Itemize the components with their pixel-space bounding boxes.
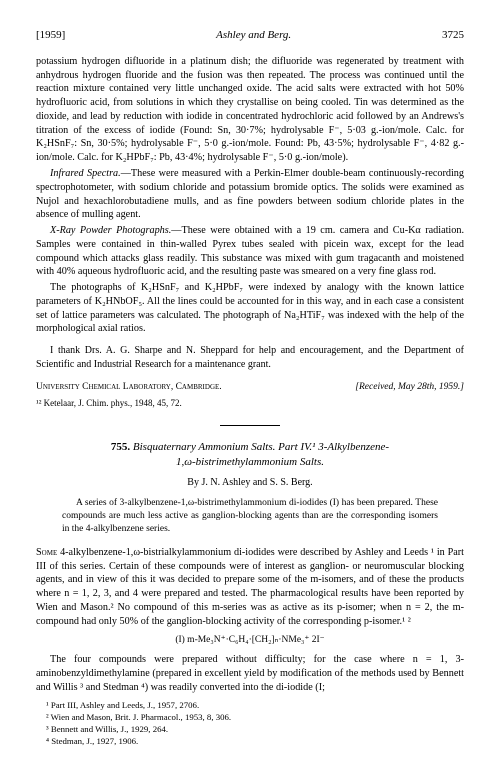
section-head-infrared: Infrared Spectra. bbox=[50, 168, 121, 179]
footnotes: ¹ Part III, Ashley and Leeds, J., 1957, … bbox=[36, 700, 464, 748]
abstract: A series of 3-alkylbenzene-1,ω-bistrimet… bbox=[62, 497, 438, 535]
body1-text: 4-alkylbenzene-1,ω-bistrialkylammonium d… bbox=[36, 547, 464, 627]
byline: By J. N. Ashley and S. S. Berg. bbox=[36, 476, 464, 490]
reference-12: ¹² Ketelaar, J. Chim. phys., 1948, 45, 7… bbox=[36, 397, 464, 409]
structural-formula: (I) m-Me₃N⁺·C₆H₄·[CH₂]ₙ·NMe₃⁺ 2I⁻ bbox=[36, 634, 464, 647]
article-title: 755. Bisquaternary Ammonium Salts. Part … bbox=[52, 440, 448, 470]
article-number: 755. bbox=[111, 441, 130, 453]
footnote-3: ³ Bennett and Willis, J., 1929, 264. bbox=[36, 724, 464, 736]
xray-paragraph: X-Ray Powder Photographs.—These were obt… bbox=[36, 224, 464, 279]
page: [1959] Ashley and Berg. 3725 potassium h… bbox=[0, 0, 500, 768]
article-divider bbox=[220, 425, 280, 426]
section-head-xray: X-Ray Powder Photographs. bbox=[50, 225, 171, 236]
footnote-2: ² Wien and Mason, Brit. J. Pharmacol., 1… bbox=[36, 712, 464, 724]
continuation-paragraph: potassium hydrogen difluoride in a plati… bbox=[36, 55, 464, 165]
footnote-4: ⁴ Stedman, J., 1927, 1906. bbox=[36, 736, 464, 748]
article-title-line2: 1,ω-bistrimethylammonium Salts. bbox=[176, 456, 324, 468]
lead-word: Some bbox=[36, 547, 57, 558]
header-authors: Ashley and Berg. bbox=[65, 28, 442, 43]
affiliation: University Chemical Laboratory, Cambridg… bbox=[36, 381, 222, 394]
article-body-1: Some 4-alkylbenzene-1,ω-bistrialkylammon… bbox=[36, 546, 464, 629]
affiliation-row: University Chemical Laboratory, Cambridg… bbox=[36, 381, 464, 394]
acknowledgement: I thank Drs. A. G. Sharpe and N. Sheppar… bbox=[36, 344, 464, 371]
footnote-1: ¹ Part III, Ashley and Leeds, J., 1957, … bbox=[36, 700, 464, 712]
photographs-paragraph: The photographs of K₂HSnF₇ and K₂HPbF₇ w… bbox=[36, 281, 464, 336]
header-year: [1959] bbox=[36, 28, 65, 43]
article-body-2: The four compounds were prepared without… bbox=[36, 653, 464, 694]
header-page-number: 3725 bbox=[442, 28, 464, 43]
infrared-spectra-paragraph: Infrared Spectra.—These were measured wi… bbox=[36, 167, 464, 222]
running-header: [1959] Ashley and Berg. 3725 bbox=[36, 28, 464, 43]
article-title-line1: Bisquaternary Ammonium Salts. Part IV.¹ … bbox=[133, 441, 389, 453]
received-date: [Received, May 28th, 1959.] bbox=[355, 381, 464, 394]
